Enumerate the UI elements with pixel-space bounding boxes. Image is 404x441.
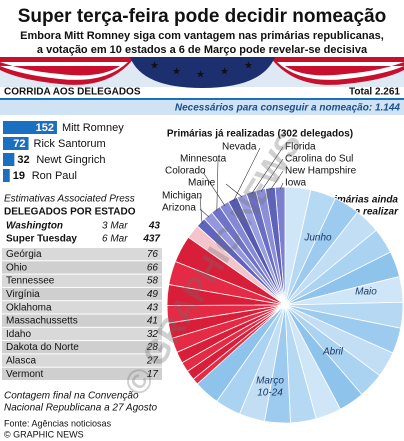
state-name: Dakota do Norte bbox=[6, 342, 79, 353]
title: Super terça-feira pode decidir nomeação bbox=[18, 6, 387, 27]
key-row-date: 3 Mar bbox=[102, 221, 128, 232]
candidate-name: Mitt Romney bbox=[62, 122, 124, 134]
state-value: 43 bbox=[147, 302, 159, 313]
svg-text:★: ★ bbox=[220, 67, 229, 78]
month-label: Março bbox=[256, 376, 284, 387]
candidate-value: 32 bbox=[17, 154, 29, 166]
state-label: Michigan bbox=[162, 191, 202, 202]
state-name: Massachussetts bbox=[6, 316, 78, 327]
row-band bbox=[2, 354, 162, 367]
credit: © GRAPHIC NEWS bbox=[4, 429, 84, 439]
leader-line bbox=[270, 170, 284, 191]
state-label: Arizona bbox=[162, 203, 196, 214]
table-heading: DELEGADOS POR ESTADO bbox=[4, 207, 136, 218]
state-label: Carolina do Sul bbox=[285, 154, 353, 165]
state-name: Ohio bbox=[6, 262, 28, 273]
leader-line bbox=[260, 158, 284, 192]
state-name: Alasca bbox=[6, 356, 36, 367]
flag-bunting: ★ ★ ★ ★ ★ bbox=[0, 57, 404, 88]
needed-band bbox=[0, 100, 404, 115]
state-label: Minnesota bbox=[180, 154, 227, 165]
state-name: Geórgia bbox=[6, 249, 42, 260]
candidate-value: 152 bbox=[36, 122, 54, 134]
super-tuesday-slice bbox=[192, 304, 286, 385]
state-name: Vermont bbox=[6, 369, 43, 380]
state-name: Idaho bbox=[6, 329, 31, 340]
leader-line bbox=[251, 146, 284, 195]
state-label: Maine bbox=[188, 178, 216, 189]
leader-line bbox=[199, 196, 203, 224]
subtitle: a votação em 10 estados a 6 de Março pod… bbox=[37, 44, 368, 56]
key-row-date: 6 Mar bbox=[102, 234, 128, 245]
month-label: 10-24 bbox=[257, 388, 283, 399]
subtitle: Embora Mitt Romney siga com vantagem nas… bbox=[20, 30, 384, 42]
candidate-bar bbox=[3, 153, 15, 166]
state-label: Florida bbox=[285, 142, 316, 153]
source-note: Estimativas Associated Press bbox=[4, 194, 135, 205]
row-band bbox=[2, 287, 162, 301]
state-value: 17 bbox=[147, 369, 159, 380]
row-band bbox=[2, 367, 162, 380]
leader-line bbox=[233, 147, 261, 202]
state-name: Oklahoma bbox=[6, 302, 52, 313]
state-value: 66 bbox=[147, 262, 159, 273]
state-label: Nevada bbox=[222, 142, 257, 153]
footnote: Nacional Republicana a 27 Agosto bbox=[4, 403, 158, 414]
done-heading: Primárias já realizadas (302 delegados) bbox=[167, 129, 353, 140]
race-total: Total 2.261 bbox=[349, 87, 400, 98]
remaining-heading: a realizar bbox=[355, 207, 399, 218]
row-band bbox=[2, 314, 162, 327]
state-label: New Hampshire bbox=[285, 166, 357, 177]
state-value: 49 bbox=[147, 289, 159, 300]
leader-line bbox=[199, 208, 210, 218]
key-row-value: 43 bbox=[148, 221, 161, 232]
key-row-value: 437 bbox=[142, 234, 160, 245]
source: Fonte: Agências noticiosas bbox=[4, 418, 112, 428]
state-value: 28 bbox=[146, 342, 159, 353]
leader-line bbox=[279, 182, 284, 190]
key-row-name: Super Tuesday bbox=[6, 234, 77, 245]
candidate-name: Rick Santorum bbox=[34, 138, 106, 150]
candidate-bar bbox=[3, 169, 10, 182]
candidate-name: Ron Paul bbox=[32, 170, 77, 182]
row-band bbox=[2, 341, 162, 354]
remaining-heading: Primárias ainda bbox=[324, 195, 399, 206]
state-label: Colorado bbox=[165, 166, 206, 177]
candidate-value: 72 bbox=[13, 138, 25, 150]
state-value: 27 bbox=[146, 356, 159, 367]
leader-line bbox=[202, 171, 226, 206]
candidate-value: 19 bbox=[13, 170, 25, 182]
month-label: Abril bbox=[322, 347, 344, 358]
state-value: 32 bbox=[147, 329, 159, 340]
candidate-bar bbox=[3, 137, 29, 150]
svg-text:★: ★ bbox=[244, 61, 253, 72]
row-band bbox=[2, 301, 162, 314]
state-label: Iowa bbox=[285, 178, 307, 189]
row-band bbox=[2, 327, 162, 341]
month-label: Junho bbox=[303, 233, 332, 244]
race-heading: CORRIDA AOS DELEGADOS bbox=[4, 87, 141, 98]
svg-text:★: ★ bbox=[150, 61, 159, 72]
key-row-name: Washington bbox=[6, 221, 63, 232]
pie bbox=[166, 186, 404, 424]
month-label: Maio bbox=[355, 287, 377, 298]
footnote: Contagem final na Convenção bbox=[4, 391, 139, 402]
needed-label: Necessários para conseguir a nomeação: 1… bbox=[175, 103, 401, 114]
state-value: 58 bbox=[147, 276, 159, 287]
state-name: Virgínia bbox=[6, 289, 40, 300]
candidate-bar bbox=[3, 121, 57, 134]
candidate-name: Newt Gingrich bbox=[36, 154, 105, 166]
row-band bbox=[2, 274, 162, 287]
row-band bbox=[2, 261, 162, 274]
svg-text:★: ★ bbox=[196, 70, 205, 81]
leader-line bbox=[225, 183, 243, 198]
state-name: Tennessee bbox=[6, 276, 55, 287]
state-value: 41 bbox=[147, 316, 158, 327]
leader-line bbox=[216, 159, 219, 212]
row-band bbox=[2, 248, 162, 261]
state-value: 76 bbox=[147, 249, 159, 260]
svg-text:★: ★ bbox=[172, 67, 181, 78]
